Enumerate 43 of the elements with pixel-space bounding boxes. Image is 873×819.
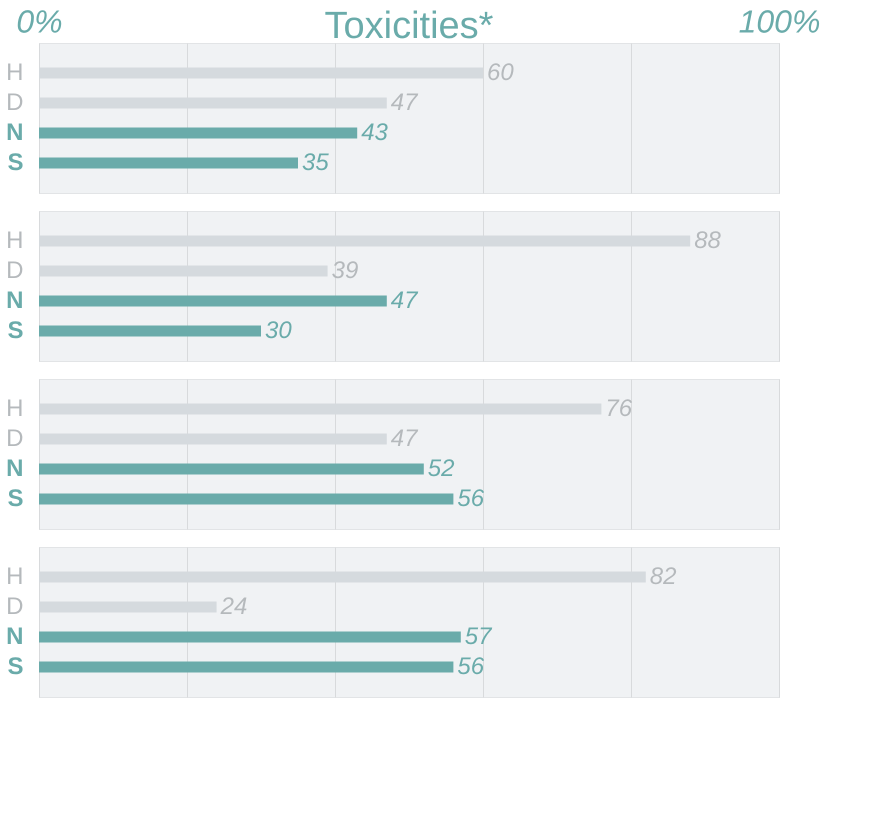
data-label: 43 — [361, 119, 389, 146]
data-label: 82 — [650, 563, 677, 590]
data-label: 35 — [302, 149, 330, 176]
y-tick-label: S — [7, 317, 24, 344]
y-tick-label: N — [6, 623, 24, 650]
y-tick-label: S — [7, 149, 24, 176]
bar — [39, 494, 454, 504]
y-tick-label: D — [6, 425, 24, 452]
data-label: 30 — [265, 317, 292, 344]
bar — [39, 296, 387, 306]
y-tick-label: S — [7, 485, 24, 512]
data-label: 47 — [390, 89, 420, 116]
data-label: 60 — [487, 59, 514, 86]
data-label: 39 — [332, 257, 358, 284]
y-tick-label: D — [6, 89, 24, 116]
x-tick-label: 0% — [16, 4, 63, 40]
y-tick-label: N — [6, 119, 24, 146]
bar — [39, 632, 461, 642]
y-tick-label: H — [6, 395, 24, 422]
y-tick-label: H — [6, 227, 24, 254]
bar — [39, 464, 424, 474]
bar — [39, 326, 261, 336]
data-label: 76 — [605, 395, 633, 422]
y-tick-label: D — [6, 257, 24, 284]
data-label: 56 — [457, 653, 485, 680]
data-label: 57 — [464, 623, 494, 650]
y-tick-label: H — [6, 563, 24, 590]
data-label: 56 — [457, 485, 485, 512]
chart-title: Toxicities* — [324, 5, 494, 47]
data-label: 88 — [694, 227, 722, 254]
y-tick-label: S — [7, 653, 24, 680]
data-label: 47 — [390, 425, 420, 452]
y-tick-label: H — [6, 59, 24, 86]
bar — [39, 128, 358, 138]
bar — [39, 158, 298, 168]
bar — [39, 662, 454, 672]
x-tick-label: 100% — [738, 4, 820, 40]
data-label: 47 — [390, 287, 420, 314]
y-tick-label: D — [6, 593, 24, 620]
data-label: 52 — [428, 455, 455, 482]
y-tick-label: N — [6, 455, 24, 482]
data-label: 24 — [220, 593, 248, 620]
y-tick-label: N — [6, 287, 24, 314]
